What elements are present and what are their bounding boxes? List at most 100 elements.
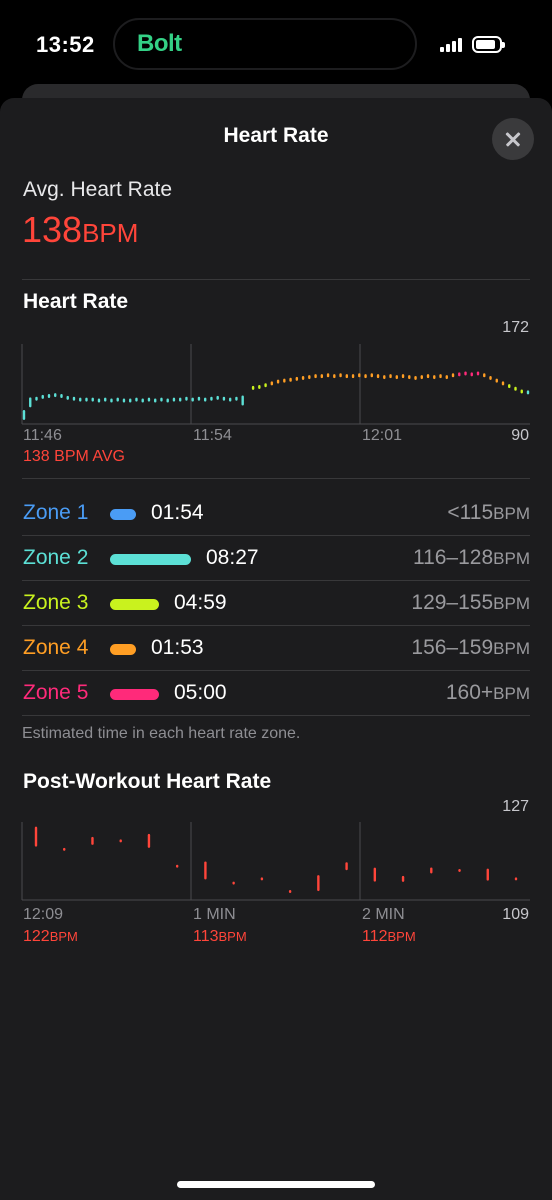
zone-range-value: <115 (447, 501, 494, 524)
hr-data-point (389, 374, 392, 379)
post-data-point (486, 868, 489, 881)
post-data-point (373, 867, 377, 882)
hr-data-point (514, 386, 517, 391)
hr-x-label-3: 12:01 (362, 427, 403, 444)
hr-data-point (308, 375, 311, 380)
hr-data-point (110, 398, 113, 403)
hr-data-point (228, 397, 232, 402)
hr-data-point (476, 371, 480, 376)
dynamic-island[interactable]: Bolt (113, 18, 417, 70)
hr-data-point (520, 389, 523, 394)
hr-data-point (495, 378, 498, 383)
zone-range-unit: BPM (493, 594, 530, 613)
zone-range-value: 160+ (445, 681, 494, 704)
hr-data-point (251, 385, 255, 390)
post-data-point (175, 864, 179, 868)
post-data-point (345, 862, 348, 871)
zone-range-unit: BPM (493, 639, 530, 658)
hr-avg-annotation: 138 BPM AVG (23, 448, 125, 465)
hr-data-point (222, 396, 226, 401)
post-data-point (430, 867, 433, 874)
hr-data-point (320, 374, 324, 379)
post-data-point (63, 847, 66, 851)
hr-data-point (470, 372, 473, 377)
zone-range: 116–128BPM (413, 546, 530, 570)
zone-duration: 05:00 (174, 681, 227, 704)
hr-data-point (116, 397, 119, 402)
post-data-point (119, 839, 122, 843)
hr-data-point (235, 396, 238, 401)
status-bar: 13:52 Bolt (0, 0, 552, 90)
zone-range-value: 156–159 (411, 636, 494, 659)
hr-data-point (35, 396, 38, 401)
zone-range: 129–155BPM (411, 591, 530, 615)
hr-data-point (54, 393, 57, 398)
hr-data-point (197, 396, 201, 401)
zone-range-unit: BPM (493, 549, 530, 568)
clock: 13:52 (36, 32, 95, 57)
hr-data-point (276, 379, 280, 384)
hr-data-point (408, 375, 411, 380)
hr-data-point (364, 374, 367, 379)
hr-data-point (72, 396, 76, 401)
zones-note: Estimated time in each heart rate zone. (22, 725, 301, 742)
post-reading-3-unit: BPM (387, 929, 416, 944)
zone-name: Zone 3 (23, 591, 89, 614)
post-data-point (288, 890, 292, 894)
hr-data-point (445, 375, 448, 380)
zone-duration-bar (110, 554, 191, 565)
hr-data-point (85, 397, 88, 402)
divider (22, 625, 530, 626)
hr-data-point (451, 373, 455, 378)
close-icon[interactable] (492, 118, 534, 160)
post-y-min-label: 109 (502, 906, 529, 923)
hr-data-point (464, 371, 467, 376)
signal-bars-icon (440, 38, 466, 52)
avg-heart-rate-label: Avg. Heart Rate (23, 178, 173, 201)
hr-data-point (289, 377, 292, 382)
hr-data-point (326, 373, 330, 378)
hr-data-point (483, 373, 486, 378)
hr-data-point (339, 373, 342, 378)
post-data-point (232, 881, 235, 885)
hr-data-point (185, 396, 188, 401)
hr-data-point (395, 375, 398, 380)
avg-value-unit: BPM (82, 218, 139, 248)
zone-duration-bar (110, 644, 136, 655)
hr-data-point (383, 375, 386, 380)
hr-data-point (489, 375, 492, 380)
hr-data-point (154, 398, 157, 403)
hr-data-point (458, 372, 461, 377)
zone-range-value: 116–128 (412, 546, 494, 569)
hr-data-point (91, 397, 94, 402)
zone-row-4: Zone 4 01:53 156–159BPM (22, 626, 530, 671)
avg-value-number: 138 (22, 209, 83, 250)
hr-data-point (295, 376, 299, 381)
post-reading-2-value: 113 (193, 928, 219, 945)
hr-data-point (166, 398, 169, 403)
hr-data-point (401, 374, 405, 379)
heart-rate-chart[interactable] (0, 98, 552, 498)
post-data-point (147, 833, 151, 848)
hr-data-point (135, 397, 138, 402)
hr-data-point (420, 375, 423, 380)
hr-chart-title: Heart Rate (23, 290, 129, 313)
hr-data-point (216, 395, 219, 400)
hr-data-point (283, 378, 286, 383)
post-data-point (514, 877, 518, 881)
hr-data-point (66, 395, 69, 400)
divider (22, 279, 530, 280)
hr-y-max-label: 172 (502, 319, 529, 336)
post-x-label-2: 1 MIN (193, 906, 236, 923)
post-x-label-3: 2 MIN (362, 906, 405, 923)
post-data-point (458, 868, 461, 872)
home-indicator[interactable] (177, 1181, 375, 1188)
hr-data-point (241, 395, 244, 406)
divider (22, 715, 530, 716)
hr-data-point (97, 398, 101, 403)
hr-data-point (122, 398, 126, 403)
post-reading-3-value: 112 (362, 928, 388, 945)
post-workout-chart[interactable] (0, 98, 552, 918)
zone-duration: 01:54 (151, 501, 204, 524)
bolt-app-logo: Bolt (137, 30, 182, 57)
